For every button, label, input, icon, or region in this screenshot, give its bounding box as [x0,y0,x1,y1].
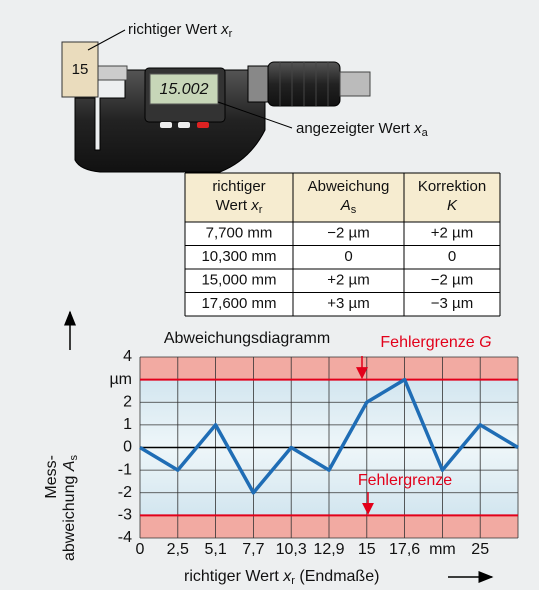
text-part: richtiger Wert [128,21,221,38]
y-tick-label: 2 [123,393,132,410]
table-cell: 7,700 mm [206,225,273,242]
y-tick-label: -1 [118,461,132,478]
table-cell: 0 [448,248,456,265]
x-tick-label: 0 [136,541,145,558]
x-tick-label: 25 [471,541,489,558]
display-reading: 15.002 [160,81,209,98]
table-cell: +2 µm [431,225,473,242]
figure: 15 15.002 richtiger Wert xr angezeigter … [0,0,539,590]
indicated-value-label: angezeigter Wert xa [296,120,429,139]
text-part: angezeigter Wert [296,120,414,137]
x-tick-label: 10,3 [276,541,307,558]
table: richtiger Wert xr Abweichung As Korrektion K 7… [185,173,500,316]
table-header: Abweichung [308,178,390,195]
table-header: richtiger [212,178,265,195]
text-part: A [340,197,351,214]
chart-title: Abweichungsdiagramm [164,330,330,347]
table-header: Korrektion [418,178,486,195]
table-cell: −3 µm [431,295,473,312]
limit-label: Fehlergrenze [358,472,452,489]
x-tick-label: 15 [358,541,376,558]
table-cell: 15,000 mm [201,272,276,289]
y-tick-label: -4 [118,529,132,546]
text-part: r [259,204,263,216]
true-value-label: richtiger Wert xr [128,21,233,40]
y-tick-label: µm [109,371,132,388]
y-tick-label: 1 [123,416,132,433]
x-tick-label: 7,7 [242,541,264,558]
text-part: G [479,334,491,351]
x-axis-label: richtiger Wert xr (Endmaße) [184,568,379,587]
table-cell: 10,300 mm [201,248,276,265]
text-part: s [351,204,357,216]
block-label: 15 [72,61,89,78]
table-cell: 0 [344,248,352,265]
text-part: Fehlergrenze [380,334,479,351]
y-tick-label: -2 [118,484,132,501]
text-part: r [229,28,233,40]
table-cell: +2 µm [327,272,369,289]
y-axis-label-line: abweichung As [61,455,80,562]
x-unit: mm [429,541,456,558]
table-cell: 17,600 mm [201,295,276,312]
y-axis-label-line: Mess- [43,455,60,499]
table-cell: −2 µm [327,225,369,242]
table-header: K [447,197,458,214]
text-part: (Endmaße) [295,568,379,585]
text-part: richtiger Wert [184,568,283,585]
table-cell: −2 µm [431,272,473,289]
x-tick-label: 5,1 [204,541,226,558]
text-part: A [61,461,78,473]
x-tick-label: 2,5 [167,541,189,558]
x-tick-label: 17,6 [389,541,420,558]
y-tick-label: 4 [123,348,132,365]
y-tick-label: -3 [118,507,132,524]
table-header: Wert xr [216,197,263,216]
text-part: K [447,197,458,214]
table-cell: +3 µm [327,295,369,312]
y-tick-label: 0 [123,439,132,456]
text-part: Wert [216,197,252,214]
text-part: a [422,127,429,139]
text-part: abweichung [61,471,78,561]
x-tick-label: 12,9 [313,541,344,558]
limit-label: Fehlergrenze G [380,334,491,351]
text-part: s [68,455,80,461]
